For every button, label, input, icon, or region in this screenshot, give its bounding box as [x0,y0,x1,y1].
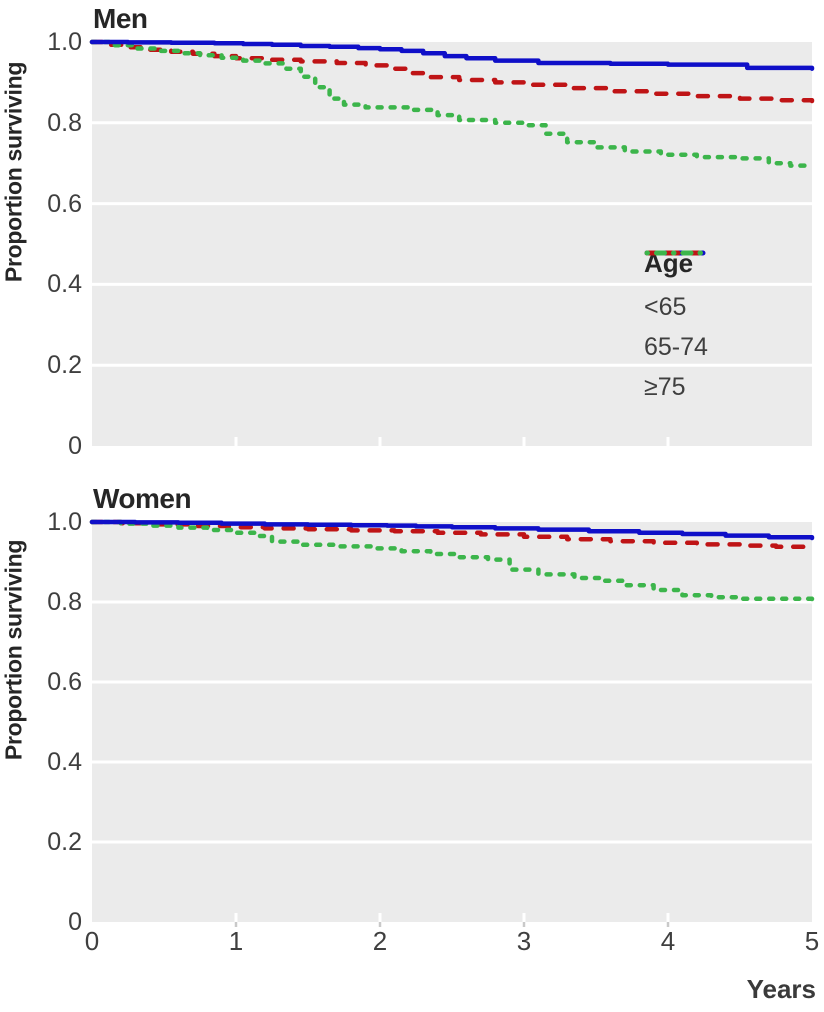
legend-line-over75-icon [644,250,706,256]
legend: Age <65 65-74 ≥75 [644,248,809,407]
ytick-men-0.4: 0.4 [47,270,82,298]
women-survival-curves [89,519,815,927]
ytick-women-0.6: 0.6 [47,668,82,696]
ytick-women-0.2: 0.2 [47,828,82,856]
legend-label-65-74: 65-74 [644,332,708,361]
panel-title-women: Women [93,483,192,514]
ytick-women-1.0: 1.0 [47,508,82,536]
ytick-women-0: 0 [68,908,82,936]
y-axis-label-women: Proportion surviving [0,539,27,761]
ytick-men-0: 0 [68,432,82,460]
xtick-4: 4 [660,926,676,956]
plot-area-women [89,519,815,927]
ytick-men-0.6: 0.6 [47,190,82,218]
ytick-women-0.4: 0.4 [47,748,82,776]
ytick-men-0.8: 0.8 [47,109,82,137]
ytick-men-1.0: 1.0 [47,28,82,56]
xtick-2: 2 [372,926,388,956]
legend-item-under65: <65 [644,250,809,327]
ytick-men-0.2: 0.2 [47,351,82,379]
xtick-3: 3 [516,926,532,956]
x-axis-label: Years [746,974,816,1004]
men-survival-curves [89,39,815,446]
legend-item-65-74: 65-74 [644,250,809,367]
legend-label-over75: ≥75 [644,372,686,401]
ytick-women-0.8: 0.8 [47,588,82,616]
panel-title-men: Men [93,3,148,34]
xtick-1: 1 [228,926,244,956]
plot-area-men: Age <65 65-74 ≥75 [89,39,815,446]
xtick-0: 0 [84,926,100,956]
legend-item-over75: ≥75 [644,250,809,407]
legend-label-under65: <65 [644,292,687,321]
xtick-5: 5 [804,926,820,956]
y-axis-label-men: Proportion surviving [0,61,27,283]
